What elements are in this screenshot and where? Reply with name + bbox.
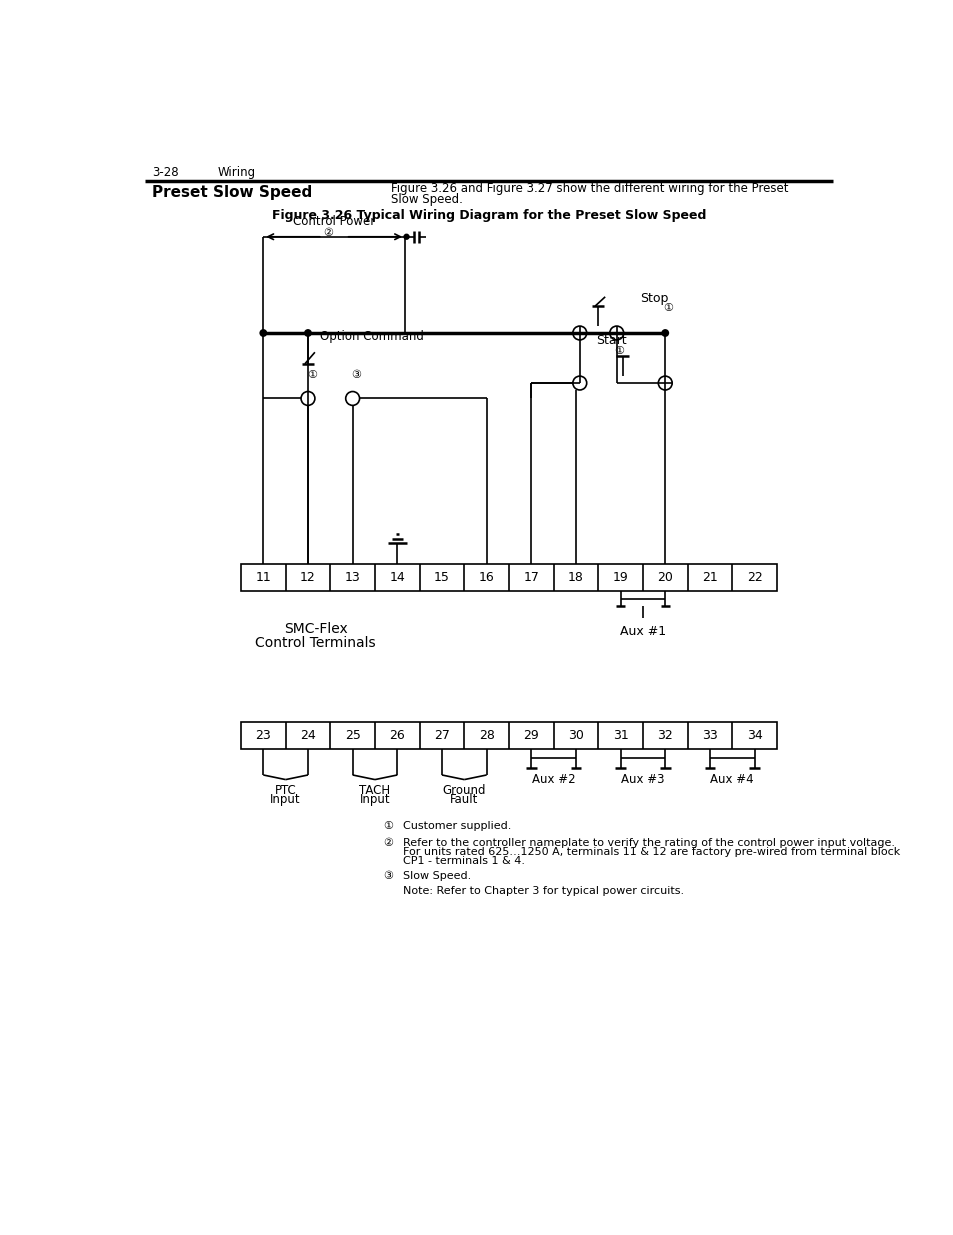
- Text: 33: 33: [701, 729, 717, 742]
- Text: 28: 28: [478, 729, 494, 742]
- Text: Note: Refer to Chapter 3 for typical power circuits.: Note: Refer to Chapter 3 for typical pow…: [402, 887, 683, 897]
- Text: Figure 3.26 and Figure 3.27 show the different wiring for the Preset: Figure 3.26 and Figure 3.27 show the dif…: [391, 182, 788, 195]
- Text: 18: 18: [567, 571, 583, 584]
- Text: 13: 13: [344, 571, 360, 584]
- Text: ②: ②: [323, 228, 333, 238]
- Text: Refer to the controller nameplate to verify the rating of the control power inpu: Refer to the controller nameplate to ver…: [402, 837, 894, 847]
- Text: 20: 20: [657, 571, 673, 584]
- Text: Aux #4: Aux #4: [710, 773, 753, 787]
- Text: 29: 29: [523, 729, 538, 742]
- Text: Aux #2: Aux #2: [531, 773, 575, 787]
- Text: 23: 23: [255, 729, 271, 742]
- Text: 16: 16: [478, 571, 494, 584]
- Text: Aux #3: Aux #3: [620, 773, 664, 787]
- Text: Control Terminals: Control Terminals: [255, 636, 375, 650]
- Text: TACH: TACH: [359, 784, 390, 797]
- Text: 32: 32: [657, 729, 673, 742]
- Text: Input: Input: [270, 793, 300, 806]
- Circle shape: [260, 330, 266, 336]
- Text: Slow Speed.: Slow Speed.: [391, 193, 462, 205]
- Text: PTC: PTC: [274, 784, 296, 797]
- Text: 3-28: 3-28: [152, 167, 179, 179]
- Text: Ground: Ground: [442, 784, 485, 797]
- Text: Control Power: Control Power: [293, 215, 375, 227]
- Bar: [241, 564, 776, 592]
- Text: 14: 14: [389, 571, 405, 584]
- Text: For units rated 625…1250 A, terminals 11 & 12 are factory pre-wired from termina: For units rated 625…1250 A, terminals 11…: [402, 847, 899, 857]
- Circle shape: [404, 235, 409, 240]
- Text: Slow Speed.: Slow Speed.: [402, 871, 471, 881]
- Text: ①: ①: [614, 346, 624, 356]
- Text: 31: 31: [612, 729, 628, 742]
- Text: 24: 24: [300, 729, 315, 742]
- Bar: [241, 721, 776, 748]
- Text: 22: 22: [746, 571, 761, 584]
- Text: ②: ②: [383, 837, 393, 847]
- Text: 19: 19: [612, 571, 628, 584]
- Text: Figure 3.26 Typical Wiring Diagram for the Preset Slow Speed: Figure 3.26 Typical Wiring Diagram for t…: [272, 209, 705, 222]
- Text: Stop: Stop: [639, 291, 667, 305]
- Text: CP1 - terminals 1 & 4.: CP1 - terminals 1 & 4.: [402, 856, 524, 866]
- Text: 25: 25: [344, 729, 360, 742]
- Text: ③: ③: [351, 370, 361, 380]
- Text: Customer supplied.: Customer supplied.: [402, 821, 511, 831]
- Circle shape: [661, 330, 668, 336]
- Text: 12: 12: [300, 571, 315, 584]
- Text: 27: 27: [434, 729, 450, 742]
- Text: Start: Start: [595, 335, 625, 347]
- Text: 15: 15: [434, 571, 450, 584]
- Text: Fault: Fault: [450, 793, 478, 806]
- Text: 26: 26: [389, 729, 405, 742]
- Text: Preset Slow Speed: Preset Slow Speed: [152, 185, 313, 200]
- Text: Option Command: Option Command: [319, 330, 423, 343]
- Text: 30: 30: [567, 729, 583, 742]
- Text: ①: ①: [383, 821, 393, 831]
- Text: 11: 11: [255, 571, 271, 584]
- Text: ①: ①: [307, 370, 316, 380]
- Text: ③: ③: [383, 871, 393, 881]
- Text: 21: 21: [701, 571, 717, 584]
- Text: SMC-Flex: SMC-Flex: [283, 622, 347, 636]
- Text: Input: Input: [359, 793, 390, 806]
- Circle shape: [305, 330, 311, 336]
- Text: 17: 17: [523, 571, 538, 584]
- Text: Aux #1: Aux #1: [619, 625, 665, 638]
- Text: ①: ①: [662, 304, 672, 314]
- Text: 34: 34: [746, 729, 761, 742]
- Text: Wiring: Wiring: [217, 167, 255, 179]
